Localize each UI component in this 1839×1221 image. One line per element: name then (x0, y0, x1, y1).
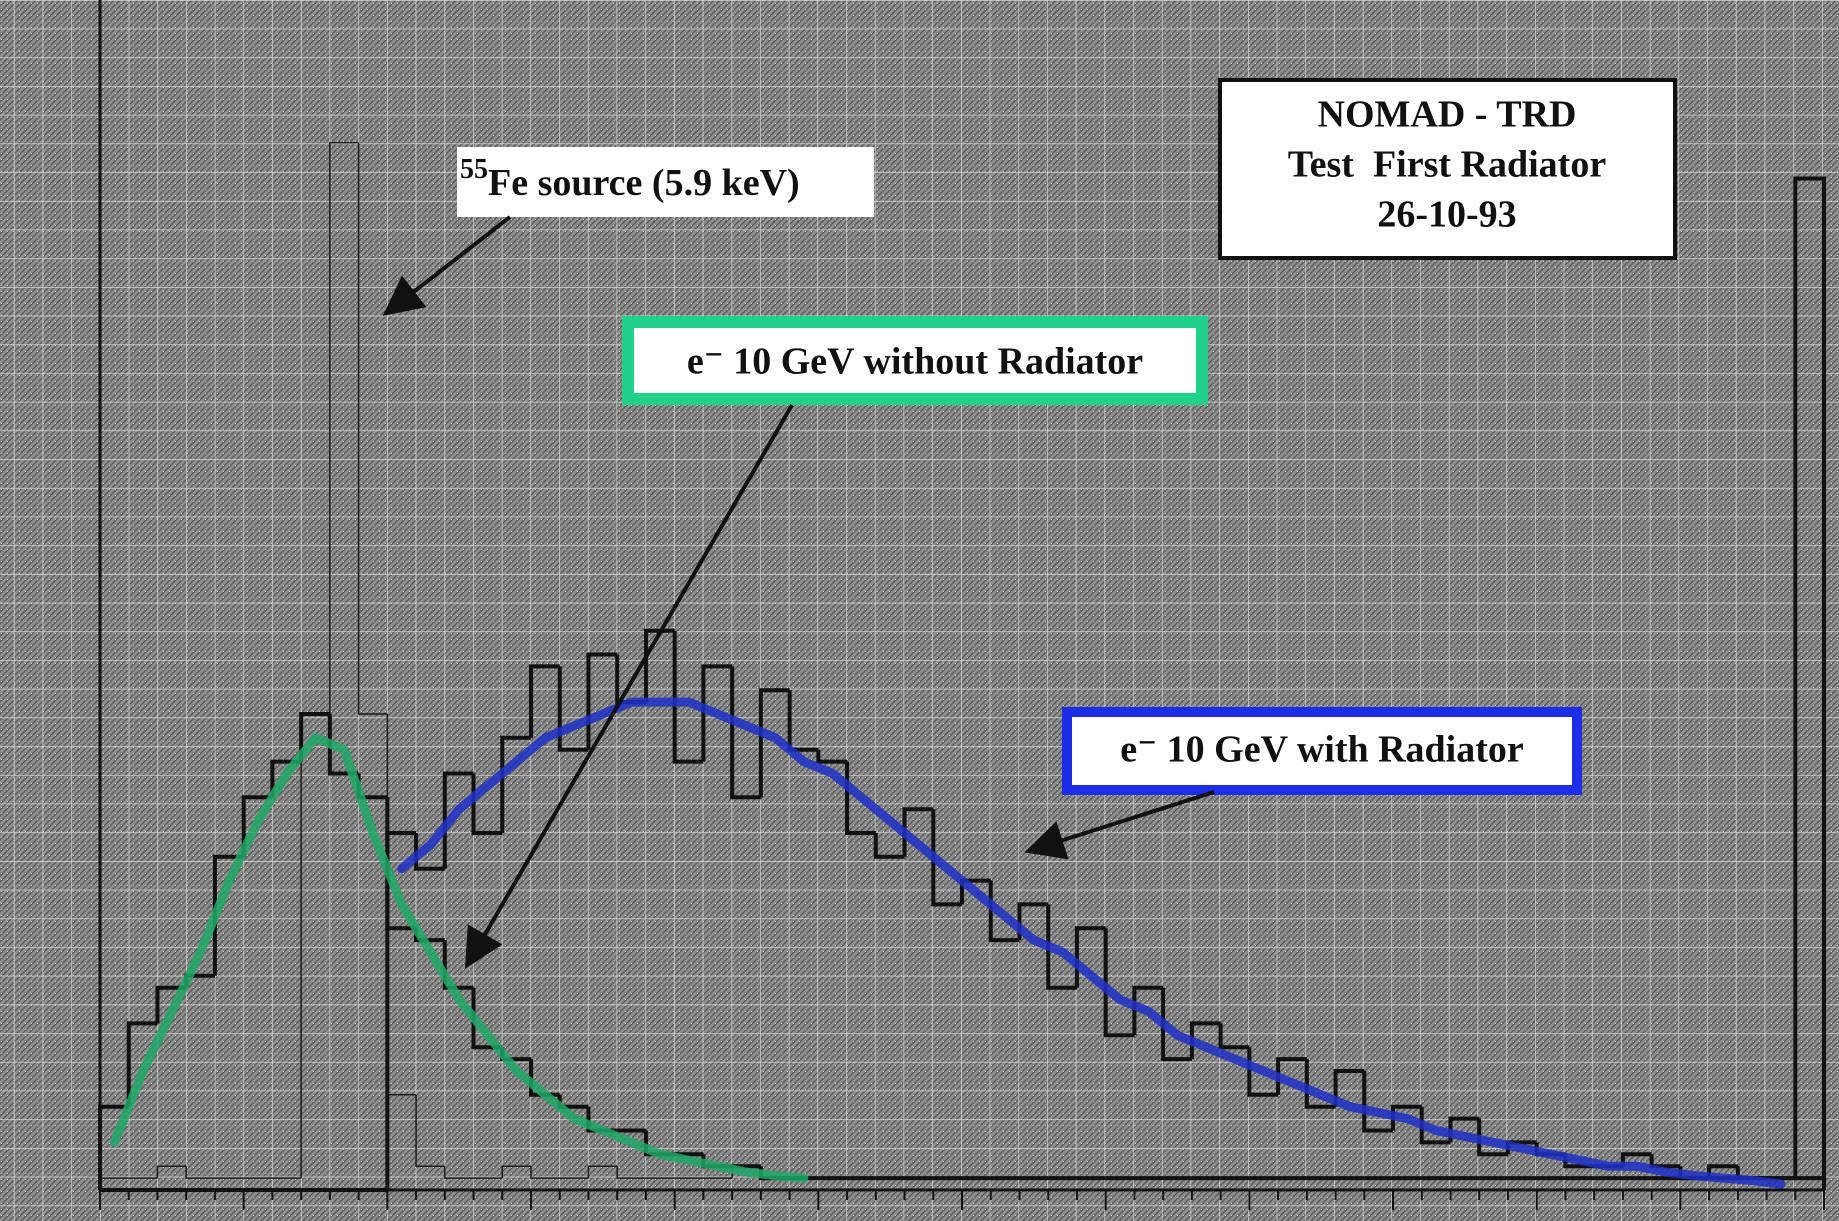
histogram-bin (1161, 987, 1192, 1062)
histogram-bin (758, 688, 790, 798)
histogram-bin (415, 1094, 445, 1167)
histogram-bin (1793, 176, 1826, 1190)
histogram-bin (587, 1165, 618, 1179)
histogram-bin (357, 142, 388, 715)
arrow (464, 403, 794, 969)
histogram-bin (1304, 1059, 1336, 1109)
histogram-bin (212, 854, 244, 976)
histogram-bin (156, 1165, 187, 1179)
title-box (1218, 78, 1677, 260)
histogram-bin (1046, 904, 1077, 990)
arrow (1024, 790, 1215, 860)
histogram-bin (902, 807, 934, 857)
arrow (382, 215, 512, 316)
histogram-bin (1362, 1071, 1393, 1133)
histogram-bin (557, 666, 589, 752)
histogram-bin (816, 749, 848, 764)
histogram-bin (643, 628, 675, 703)
label-box (1062, 707, 1582, 795)
histogram-bin (1477, 1118, 1508, 1157)
histogram-bin (672, 630, 704, 764)
title-line: 26-10-93 (1377, 194, 1516, 236)
annotation: 55Fe source (5.9 keV) (460, 154, 800, 203)
title-line: NOMAD - TRD (1318, 94, 1577, 136)
histogram-bin (444, 1166, 474, 1179)
annotation: e⁻ 10 GeV without Radiator (687, 341, 1143, 383)
label-box (457, 147, 874, 217)
histogram-bin (530, 1166, 560, 1179)
histogram-bin (500, 735, 531, 833)
histogram-bin (873, 833, 905, 859)
histogram-bin (529, 664, 560, 738)
histogram-bin (1132, 985, 1164, 1036)
histogram-bin (299, 712, 330, 762)
histogram-bin (442, 771, 474, 869)
histogram-bin (329, 142, 359, 714)
histogram-bin (155, 985, 187, 1024)
histogram-bin (1103, 928, 1135, 1038)
histogram-bin (126, 1021, 158, 1107)
fit-curve (109, 733, 809, 1183)
histogram-bin (1218, 1023, 1250, 1050)
title-line: Test First Radiator (1288, 144, 1607, 186)
histogram-bin (1189, 1021, 1221, 1060)
histogram-bin (442, 940, 474, 990)
label-box (622, 316, 1208, 405)
histogram-bin (701, 664, 733, 762)
histogram-bin (385, 831, 417, 1190)
histogram-bin (730, 666, 761, 800)
fit-curve (397, 697, 1786, 1189)
histogram-bin (1419, 1106, 1451, 1145)
histogram-bin (616, 1166, 646, 1179)
histogram-bin (501, 1165, 531, 1179)
plot-area (98, 142, 1826, 1192)
annotation: e⁻ 10 GeV with Radiator (1120, 729, 1524, 771)
histogram-bin (1391, 1104, 1422, 1131)
histogram-bin (241, 795, 273, 857)
histogram-bin (931, 809, 962, 907)
histogram-bin (414, 833, 445, 871)
histogram-bin (185, 1166, 215, 1179)
histogram-bin (1276, 1057, 1307, 1095)
histogram-bin (1333, 1069, 1365, 1107)
